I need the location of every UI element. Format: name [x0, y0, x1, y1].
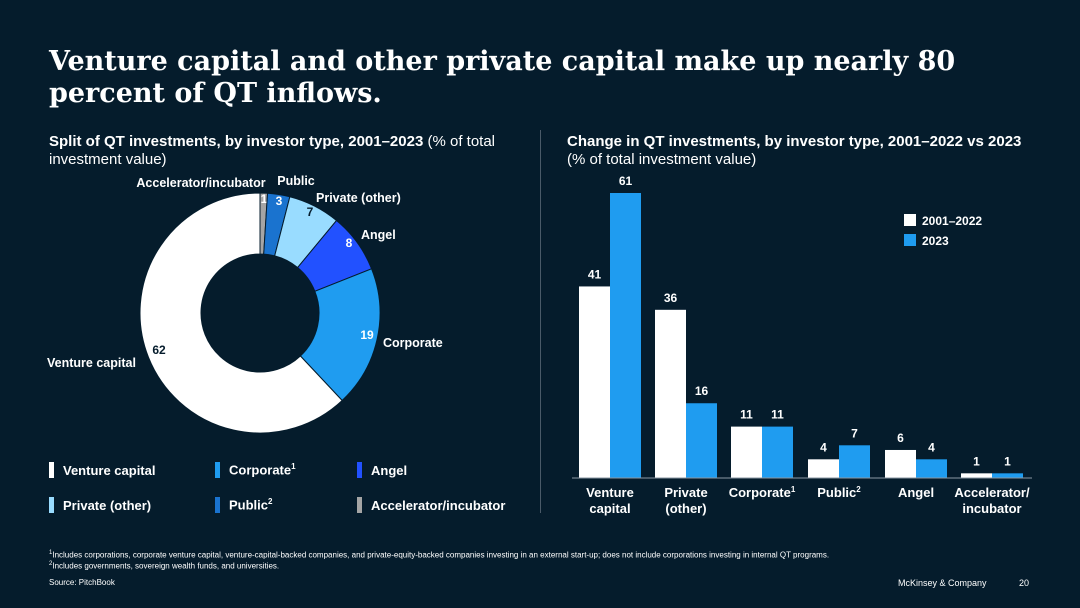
bar-accelerator-incubator-2023: [992, 473, 1023, 478]
legend-swatch: [357, 497, 362, 513]
legend-item-public: Public2: [215, 497, 272, 513]
x-tick-label-accelerator-incubator: Accelerator/: [954, 485, 1030, 500]
bar-chart-subtitle: Change in QT investments, by investor ty…: [567, 133, 1037, 169]
legend-footnote-marker: 1: [291, 462, 296, 472]
donut-value-public: 3: [276, 194, 283, 208]
x-tick-label-public: Public2: [817, 485, 861, 500]
legend-swatch: [357, 462, 362, 478]
page-number: 20: [1019, 578, 1030, 588]
bar-corporate-2001-2022: [731, 426, 762, 478]
legend-item-accelerator-incubator: Accelerator/incubator: [357, 497, 505, 513]
x-tick-label-line2: capital: [589, 501, 630, 516]
bar-subtitle-rest: (% of total investment value): [567, 151, 757, 168]
donut-label-private-other: Private (other): [316, 191, 401, 205]
x-tick-label-line2: (other): [665, 501, 706, 516]
bar-value-label: 36: [664, 291, 678, 305]
bar-value-label: 4: [820, 440, 827, 454]
footnote-2-marker: 2: [49, 561, 53, 567]
page-title: Venture capital and other private capita…: [49, 46, 956, 109]
bar-value-label: 1: [973, 454, 980, 468]
chart-divider: [540, 130, 541, 513]
legend-label: Public2: [229, 497, 273, 513]
bar-value-label: 16: [695, 384, 709, 398]
legend-swatch: [49, 497, 54, 513]
footnote-1-marker: 1: [49, 550, 53, 556]
bar-value-label: 7: [851, 426, 858, 440]
donut-label-public: Public: [277, 174, 315, 188]
bar-subtitle-bold: Change in QT investments, by investor ty…: [567, 133, 1022, 150]
x-tick-label-angel: Angel: [898, 485, 934, 500]
donut-value-private-other: 7: [307, 205, 314, 219]
bar-legend-swatch-2001-2022: [904, 214, 916, 226]
donut-value-corporate: 19: [360, 328, 374, 342]
bar-angel-2023: [916, 459, 947, 478]
donut-value-angel: 8: [346, 236, 353, 250]
donut-label-accelerator-incubator: Accelerator/incubator: [136, 176, 265, 190]
source-note: Source: PitchBook: [49, 578, 115, 587]
legend-item-private-other: Private (other): [49, 497, 151, 513]
donut-subtitle-bold: Split of QT investments, by investor typ…: [49, 133, 424, 150]
legend-item-corporate: Corporate1: [215, 462, 296, 478]
bar-accelerator-incubator-2001-2022: [961, 473, 992, 478]
donut-value-venture-capital: 62: [152, 343, 166, 357]
donut-chart-subtitle: Split of QT investments, by investor typ…: [49, 133, 519, 169]
bar-angel-2001-2022: [885, 449, 916, 478]
bar-value-label: 6: [897, 431, 904, 445]
legend-label: Corporate1: [229, 462, 296, 478]
legend-swatch: [215, 462, 220, 478]
donut-label-corporate: Corporate: [383, 336, 443, 350]
legend-label: Angel: [371, 462, 408, 478]
footnote-1-text: Includes corporations, corporate venture…: [52, 550, 830, 560]
bar-private-other-2001-2022: [655, 309, 686, 478]
donut-value-accelerator-incubator: 1: [261, 192, 268, 206]
bar-value-label: 4: [928, 440, 935, 454]
legend-label: Venture capital: [63, 462, 156, 478]
donut-subtitle-rest: (% of total investment value): [49, 133, 496, 168]
legend-swatch: [215, 497, 220, 513]
bar-corporate-2023: [762, 426, 793, 478]
legend-label: Accelerator/incubator: [371, 497, 506, 513]
bar-value-label: 11: [740, 408, 753, 422]
x-tick-label-private-other: Private: [664, 485, 707, 500]
x-tick-label-venture-capital: Venture: [586, 485, 634, 500]
legend-item-angel: Angel: [357, 462, 407, 478]
bar-value-label: 61: [619, 174, 633, 188]
bar-private-other-2023: [686, 403, 717, 478]
bar-value-label: 11: [771, 408, 784, 422]
x-tick-label-corporate: Corporate1: [729, 485, 796, 500]
bar-legend-label-2023: 2023: [922, 234, 949, 248]
bar-venture-capital-2023: [610, 193, 641, 478]
brand-name: McKinsey & Company: [898, 578, 987, 588]
bar-venture-capital-2001-2022: [579, 286, 610, 478]
bar-public-2023: [839, 445, 870, 478]
footnote-2-text: Includes governments, sovereign wealth f…: [52, 561, 280, 571]
donut-slice-venture-capital: [139, 192, 343, 434]
bar-public-2001-2022: [808, 459, 839, 478]
bar-value-label: 41: [588, 267, 602, 281]
donut-label-angel: Angel: [361, 228, 396, 242]
footnote-1: 1Includes corporations, corporate ventur…: [49, 548, 829, 561]
bar-legend-swatch-2023: [904, 234, 916, 246]
donut-label-venture-capital: Venture capital: [47, 356, 136, 370]
bar-value-label: 1: [1004, 454, 1011, 468]
legend-footnote-marker: 2: [268, 497, 273, 507]
legend-swatch: [49, 462, 54, 478]
legend-item-venture-capital: Venture capital: [49, 462, 155, 478]
bar-legend-label-2001-2022: 2001–2022: [922, 214, 982, 228]
legend-label: Private (other): [63, 497, 152, 513]
x-tick-label-line2: incubator: [962, 501, 1021, 516]
footnote-2: 2Includes governments, sovereign wealth …: [49, 559, 279, 572]
